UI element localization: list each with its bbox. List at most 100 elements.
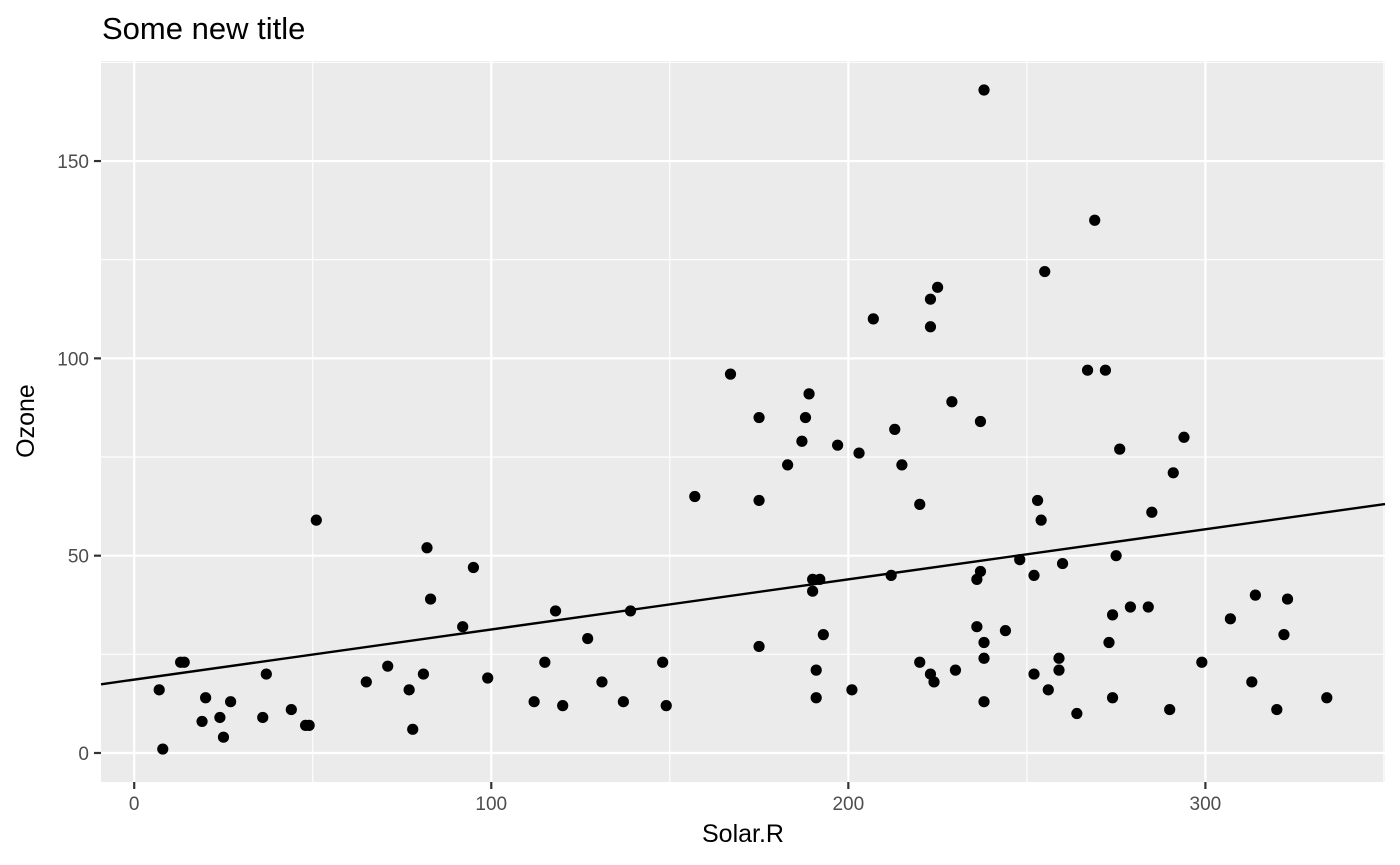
data-point xyxy=(803,388,815,400)
data-point xyxy=(753,494,765,507)
y-tick-label: 100 xyxy=(57,349,89,370)
data-point xyxy=(1246,676,1258,688)
data-point xyxy=(1106,609,1119,621)
data-point xyxy=(617,696,629,708)
data-point xyxy=(753,411,765,424)
data-point xyxy=(853,447,865,459)
data-point xyxy=(360,676,372,688)
data-point xyxy=(657,656,669,668)
data-point xyxy=(660,700,672,712)
data-point xyxy=(200,692,212,704)
plot-panel xyxy=(101,61,1385,782)
data-point xyxy=(832,439,844,451)
data-point xyxy=(807,585,819,597)
data-point xyxy=(924,321,937,333)
data-point xyxy=(1278,629,1290,641)
data-point xyxy=(1164,703,1176,716)
data-point xyxy=(196,715,208,728)
data-point xyxy=(1167,467,1179,479)
data-point xyxy=(403,684,415,696)
data-point xyxy=(971,621,983,633)
data-point xyxy=(153,684,165,696)
y-tick-label: 0 xyxy=(78,744,89,765)
data-point xyxy=(810,692,822,704)
data-point xyxy=(1146,506,1158,518)
data-point xyxy=(1099,364,1112,376)
x-tick-label: 0 xyxy=(129,794,140,815)
data-point xyxy=(949,664,962,676)
chart-title: Some new title xyxy=(102,11,305,46)
data-point xyxy=(1056,557,1069,570)
data-point xyxy=(931,281,944,293)
data-point xyxy=(1114,443,1126,455)
data-point xyxy=(407,723,419,735)
data-point xyxy=(1224,613,1236,625)
data-point xyxy=(896,459,908,471)
y-axis: 0 50 100 150 xyxy=(57,152,101,765)
data-point xyxy=(999,625,1012,637)
data-point xyxy=(974,415,987,428)
data-point xyxy=(1035,514,1047,526)
data-point xyxy=(782,459,794,471)
data-point xyxy=(946,396,958,408)
x-axis: 0 100 200 300 xyxy=(129,782,1221,815)
data-point xyxy=(1110,550,1122,562)
data-point xyxy=(1321,692,1333,704)
data-point xyxy=(978,652,990,664)
data-point xyxy=(539,656,551,668)
data-points xyxy=(153,84,1333,755)
data-point xyxy=(1089,214,1101,226)
x-tick-label: 200 xyxy=(832,794,864,815)
data-point xyxy=(310,514,322,526)
y-tick-label: 150 xyxy=(57,152,89,173)
data-point xyxy=(1124,601,1137,613)
data-point xyxy=(753,640,765,653)
data-point xyxy=(846,684,858,696)
data-point xyxy=(974,565,987,578)
data-point xyxy=(1249,589,1261,601)
data-point xyxy=(1053,664,1065,676)
data-point xyxy=(1271,703,1283,716)
data-point xyxy=(1281,593,1294,605)
data-point xyxy=(1028,668,1040,680)
data-point xyxy=(549,605,562,617)
data-point xyxy=(724,368,737,380)
regression-line xyxy=(100,502,1386,686)
data-point xyxy=(421,542,433,554)
data-point xyxy=(457,621,469,633)
data-point xyxy=(978,84,990,96)
data-point xyxy=(914,498,926,510)
y-tick-label: 50 xyxy=(68,547,89,568)
data-point xyxy=(260,668,272,680)
data-point xyxy=(217,731,230,743)
data-point xyxy=(257,711,269,724)
data-point xyxy=(885,569,897,582)
data-point xyxy=(424,593,437,605)
data-point xyxy=(978,696,990,708)
data-point xyxy=(1106,692,1119,704)
data-point xyxy=(285,703,297,716)
data-point xyxy=(582,632,594,645)
data-point xyxy=(799,411,812,424)
x-axis-title: Solar.R xyxy=(702,820,784,848)
data-point xyxy=(978,636,990,649)
data-point xyxy=(417,668,430,680)
data-point xyxy=(1039,265,1051,278)
data-point xyxy=(557,700,569,712)
data-point xyxy=(810,664,822,676)
data-point xyxy=(178,656,190,668)
data-point xyxy=(382,660,394,672)
data-point xyxy=(914,656,926,668)
data-point xyxy=(1103,636,1115,649)
data-point xyxy=(1071,707,1083,720)
data-point xyxy=(889,423,901,435)
data-point xyxy=(1042,684,1054,696)
data-point xyxy=(596,676,608,688)
data-point xyxy=(817,629,829,641)
data-point xyxy=(157,743,169,755)
data-point xyxy=(482,672,494,684)
data-point xyxy=(689,490,701,503)
data-point xyxy=(214,711,226,724)
data-point xyxy=(1196,656,1208,668)
